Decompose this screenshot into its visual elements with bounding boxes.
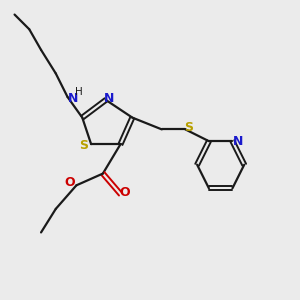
Text: S: S (79, 139, 88, 152)
Text: O: O (64, 176, 75, 190)
Text: S: S (184, 121, 193, 134)
Text: O: O (120, 186, 130, 199)
Text: N: N (68, 92, 78, 105)
Text: N: N (233, 135, 244, 148)
Text: H: H (75, 87, 82, 97)
Text: N: N (104, 92, 115, 105)
